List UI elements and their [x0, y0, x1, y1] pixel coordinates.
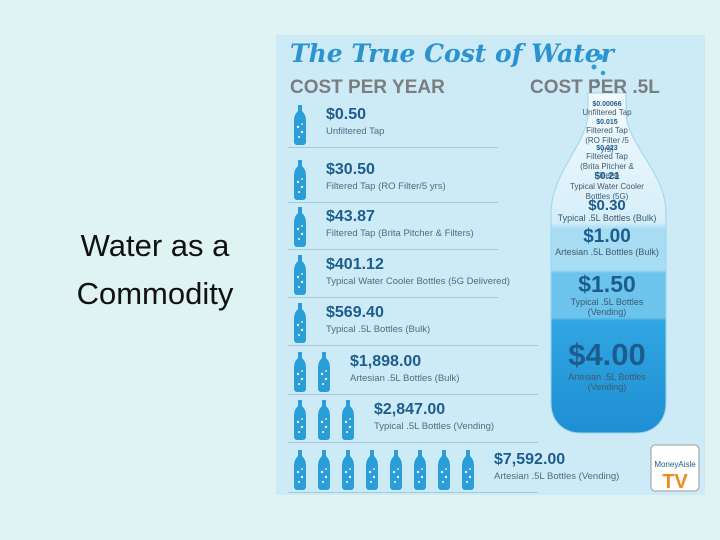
infographic-title: The True Cost of Water [290, 39, 614, 68]
half-liter-label: Filtered Tap (Brita Pitcher & Filters) [580, 152, 634, 180]
bottle-icon [318, 352, 330, 392]
water-drops [591, 54, 606, 83]
row-separator [288, 492, 538, 493]
row-separator [288, 202, 498, 203]
year-cost: $401.12 [326, 256, 384, 273]
half-liter-cost: $0.015 [596, 119, 618, 126]
half-liter-label: Typical .5L Bottles (Vending) [570, 297, 644, 317]
bottle-icon [462, 450, 474, 490]
bottle-icon [366, 450, 378, 490]
half-liter-item: $0.00066 Unfiltered Tap [574, 101, 640, 118]
half-liter-item: $0.30 Typical .5L Bottles (Bulk) [555, 197, 659, 224]
bottle-icon [294, 255, 306, 295]
year-cost: $0.50 [326, 106, 367, 123]
logo-brand: MoneyAisle [654, 460, 696, 469]
half-liter-cost: $0.00066 [592, 101, 622, 108]
year-label: Typical .5L Bottles (Vending) [374, 421, 495, 432]
row-separator [288, 147, 498, 148]
half-liter-label: Typical .5L Bottles (Bulk) [557, 213, 657, 223]
big-bottle [550, 92, 667, 434]
year-label: Filtered Tap (Brita Pitcher & Filters) [326, 228, 474, 239]
year-cost: $7,592.00 [494, 451, 566, 468]
half-liter-label: Unfiltered Tap [582, 108, 632, 117]
bottle-icon [294, 400, 306, 440]
half-liter-label: Filtered Tap (RO Filter /5 yrs) [585, 126, 629, 154]
year-label: Unfiltered Tap [326, 126, 385, 137]
half-liter-cost: $0.21 [594, 171, 620, 182]
year-cost: $2,847.00 [374, 401, 446, 418]
infographic: MoneyAisle TV The True Cost of Water COS… [276, 35, 705, 495]
bottle-icon [342, 450, 354, 490]
row-separator [288, 394, 538, 395]
year-label: Filtered Tap (RO Filter/5 yrs) [326, 181, 446, 192]
bottle-icon [294, 450, 306, 490]
logo-box [650, 444, 700, 492]
year-label: Typical Water Cooler Bottles (5G Deliver… [326, 276, 510, 287]
half-liter-cost: $4.00 [568, 337, 646, 372]
bottle-icon [294, 105, 306, 145]
row-separator [288, 345, 538, 346]
half-liter-item: $1.50 Typical .5L Bottles (Vending) [555, 271, 659, 317]
half-liter-label: Artesian .5L Bottles (Vending) [568, 372, 646, 392]
half-liter-item: $0.21 Typical Water Cooler Bottles (5G) [562, 171, 652, 201]
slide-title: Water as a Commodity [76, 228, 234, 311]
bottle-icon [294, 352, 306, 392]
half-liter-label: Artesian .5L Bottles (Bulk) [555, 247, 659, 257]
half-liter-item: $1.00 Artesian .5L Bottles (Bulk) [555, 226, 659, 258]
logo-tv: TV [662, 471, 688, 493]
year-label: Artesian .5L Bottles (Vending) [494, 471, 620, 482]
bottle-icon [294, 303, 306, 343]
year-label: Typical .5L Bottles (Bulk) [326, 324, 431, 335]
year-cost: $569.40 [326, 304, 384, 321]
bottle-icon [342, 400, 354, 440]
right-header: COST PER .5L [530, 77, 660, 98]
row-separator [288, 249, 498, 250]
half-liter-label: Typical Water Cooler Bottles (5G) [570, 182, 644, 201]
bottle-icon [390, 450, 402, 490]
bottle-icon [294, 207, 306, 247]
half-liter-cost: $0.30 [588, 197, 626, 214]
bottle-icon [414, 450, 426, 490]
year-cost: $1,898.00 [350, 353, 422, 370]
half-liter-item: $0.015 Filtered Tap (RO Filter /5 yrs) [579, 119, 635, 155]
half-liter-cost: $0.023 [596, 145, 618, 152]
bottle-icon [294, 160, 306, 200]
half-liter-cost: $1.50 [578, 271, 636, 297]
bottle-icon [318, 400, 330, 440]
year-cost: $43.87 [326, 208, 375, 225]
bottle-icon [318, 450, 330, 490]
half-liter-cost: $1.00 [583, 226, 631, 247]
half-liter-item: $0.023 Filtered Tap (Brita Pitcher & Filt… [579, 145, 635, 181]
half-liter-item: $4.00 Artesian .5L Bottles (Vending) [555, 337, 659, 392]
year-label: Artesian .5L Bottles (Bulk) [350, 373, 460, 384]
year-cost: $30.50 [326, 161, 375, 178]
left-header: COST PER YEAR [290, 77, 445, 98]
bottle-icon [438, 450, 450, 490]
row-separator [288, 442, 538, 443]
graphics: MoneyAisle TV [294, 54, 700, 493]
row-separator [288, 297, 498, 298]
